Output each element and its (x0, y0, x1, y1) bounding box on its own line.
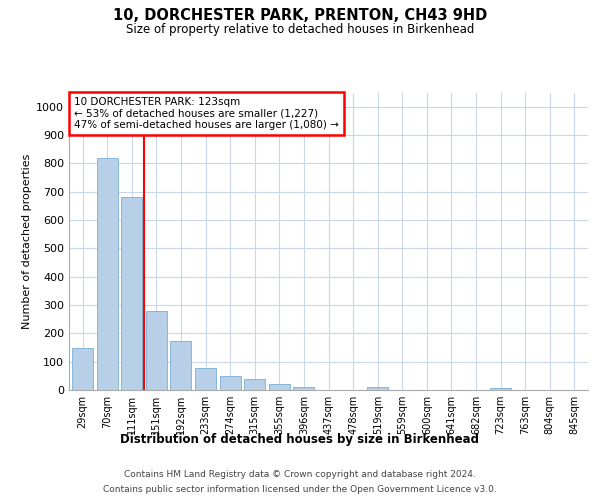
Bar (269, 384, 290, 390)
Bar (490, 388, 511, 390)
Y-axis label: Number of detached properties: Number of detached properties (22, 154, 32, 329)
Bar (293, 387, 314, 390)
Bar (146, 310, 167, 390)
Text: Distribution of detached houses by size in Birkenhead: Distribution of detached houses by size … (121, 432, 479, 446)
Bar (97, 158, 118, 390)
Text: 10 DORCHESTER PARK: 123sqm
← 53% of detached houses are smaller (1,227)
47% of s: 10 DORCHESTER PARK: 123sqm ← 53% of deta… (74, 97, 339, 130)
Text: 10, DORCHESTER PARK, PRENTON, CH43 9HD: 10, DORCHESTER PARK, PRENTON, CH43 9HD (113, 8, 487, 22)
Bar (170, 342, 191, 390)
Bar (195, 368, 216, 390)
Bar (72, 348, 93, 390)
Text: Contains public sector information licensed under the Open Government Licence v3: Contains public sector information licen… (103, 485, 497, 494)
Bar (367, 387, 388, 390)
Bar (220, 376, 241, 390)
Text: Contains HM Land Registry data © Crown copyright and database right 2024.: Contains HM Land Registry data © Crown c… (124, 470, 476, 479)
Bar (244, 378, 265, 390)
Bar (121, 197, 142, 390)
Text: Size of property relative to detached houses in Birkenhead: Size of property relative to detached ho… (126, 22, 474, 36)
